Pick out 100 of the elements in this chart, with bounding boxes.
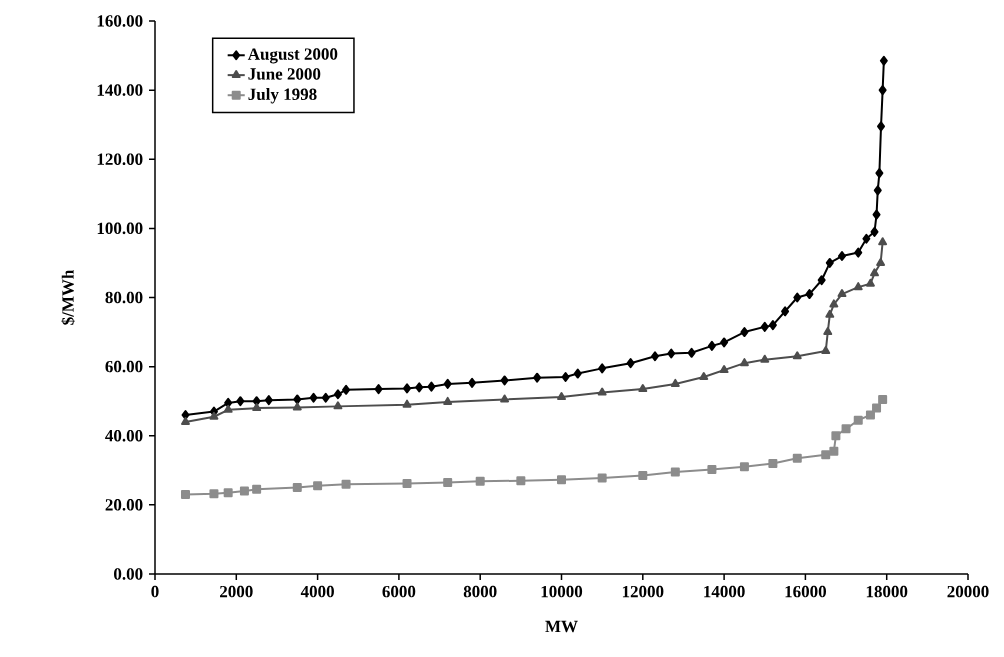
point <box>699 372 709 380</box>
point <box>865 410 875 420</box>
point <box>181 416 190 425</box>
point <box>309 392 318 403</box>
point <box>687 347 696 358</box>
point <box>209 411 219 420</box>
point <box>870 226 879 237</box>
point <box>878 85 887 96</box>
point <box>821 346 831 355</box>
point <box>829 299 839 308</box>
point <box>341 479 351 489</box>
point <box>792 351 802 360</box>
point <box>707 465 717 475</box>
point <box>533 372 542 383</box>
point <box>638 384 648 393</box>
point <box>403 383 412 394</box>
point <box>841 424 851 434</box>
point <box>500 394 510 403</box>
point <box>402 399 412 408</box>
point <box>443 378 452 389</box>
point <box>768 458 778 468</box>
point <box>862 233 871 244</box>
point <box>865 278 875 287</box>
point <box>877 121 886 132</box>
point <box>739 358 749 367</box>
y-tick-label: 160.00 <box>97 15 143 27</box>
point <box>817 275 826 286</box>
point <box>837 251 846 262</box>
point <box>720 337 729 348</box>
x-tick-label: 16000 <box>785 585 827 598</box>
x-tick-label: 18000 <box>866 585 908 598</box>
point <box>626 358 635 369</box>
point <box>252 403 262 412</box>
point <box>825 309 835 318</box>
point <box>837 289 847 298</box>
point <box>475 476 485 486</box>
point <box>740 327 749 338</box>
point <box>313 481 323 491</box>
point <box>468 377 477 388</box>
point <box>707 340 716 351</box>
point <box>239 486 249 496</box>
point <box>597 473 607 483</box>
point <box>831 431 841 441</box>
point <box>638 471 648 480</box>
y-tick-label: 0.00 <box>114 568 143 580</box>
x-tick-label: 10000 <box>541 585 583 598</box>
point <box>293 394 302 405</box>
point <box>374 384 383 395</box>
point <box>443 396 453 405</box>
point <box>872 209 881 220</box>
point <box>427 381 436 392</box>
point <box>500 375 509 386</box>
point <box>805 289 814 300</box>
point <box>853 282 863 291</box>
point <box>333 389 342 400</box>
point <box>557 475 566 485</box>
point <box>516 476 526 486</box>
point <box>823 327 833 336</box>
point <box>853 415 863 425</box>
point <box>793 292 802 303</box>
y-tick-label: 60.00 <box>105 360 143 373</box>
point <box>829 446 839 456</box>
point <box>670 378 680 387</box>
point <box>264 395 273 406</box>
point <box>768 320 777 331</box>
point <box>651 351 659 362</box>
point <box>667 348 676 359</box>
point <box>878 394 888 404</box>
point <box>333 401 343 410</box>
point <box>821 450 831 460</box>
point <box>223 488 233 498</box>
point <box>236 396 245 407</box>
y-axis-title: $/MWh <box>61 269 75 325</box>
point <box>292 483 302 493</box>
y-tick-label: 20.00 <box>105 499 143 511</box>
point <box>598 363 607 374</box>
y-tick-label: 100.00 <box>97 222 143 235</box>
point <box>209 489 219 499</box>
point <box>781 306 790 317</box>
point <box>875 168 884 179</box>
point <box>224 397 233 408</box>
point <box>670 467 680 477</box>
point <box>252 484 262 494</box>
point <box>573 368 582 379</box>
point <box>879 55 888 66</box>
point <box>878 237 888 246</box>
x-tick-label: 0 <box>151 585 159 598</box>
x-tick-label: 14000 <box>704 585 745 598</box>
point <box>415 382 424 393</box>
x-tick-label: 12000 <box>622 585 664 598</box>
point <box>870 268 879 277</box>
x-tick-label: 4000 <box>300 585 334 598</box>
x-tick-label: 8000 <box>463 585 497 598</box>
point <box>292 402 302 411</box>
y-tick-label: 40.00 <box>105 429 143 442</box>
point <box>557 392 566 401</box>
x-tick-label: 6000 <box>382 585 416 598</box>
x-tick-label: 2000 <box>220 585 253 598</box>
point <box>760 321 769 332</box>
point <box>719 365 729 374</box>
